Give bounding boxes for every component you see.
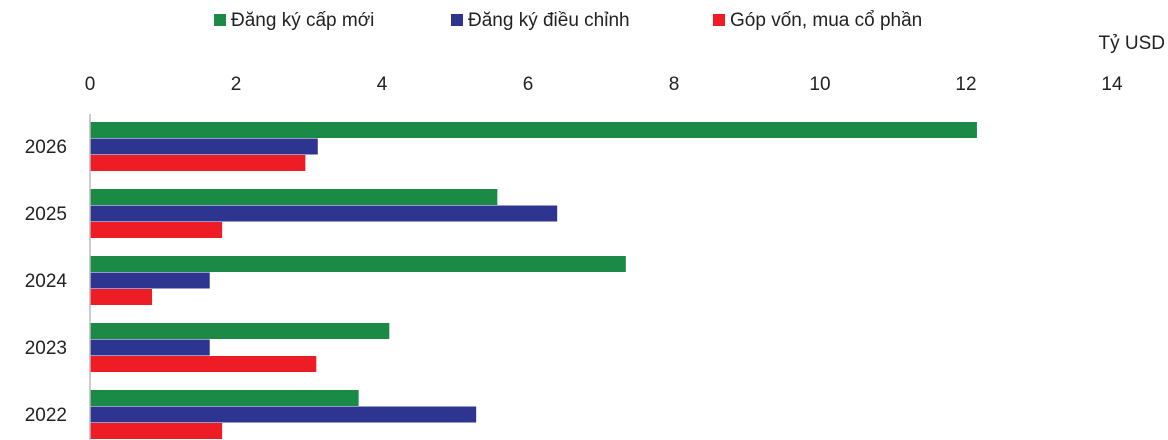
bar	[90, 256, 626, 272]
bar	[90, 272, 210, 289]
y-tick-label: 2023	[25, 338, 67, 359]
axis-unit: Tỷ USD	[1099, 33, 1166, 54]
bar	[90, 289, 153, 305]
bar	[90, 155, 306, 171]
bar	[90, 323, 390, 339]
y-tick-label: 2024	[25, 271, 68, 292]
bar	[90, 205, 558, 222]
legend-swatch	[713, 14, 725, 26]
x-tick-label: 6	[523, 74, 534, 95]
bar	[90, 122, 977, 138]
legend-label: Đăng ký cấp mới	[231, 10, 374, 31]
legend-swatch	[214, 14, 226, 26]
x-tick-label: 14	[1101, 74, 1123, 95]
x-tick-label: 12	[955, 74, 976, 95]
x-tick-label: 10	[809, 74, 830, 95]
bar	[90, 390, 359, 406]
bar	[90, 423, 223, 439]
bar	[90, 222, 223, 238]
legend-swatch	[451, 14, 463, 26]
x-tick-label: 2	[231, 74, 242, 95]
bar	[90, 138, 318, 155]
bar	[90, 339, 210, 356]
legend-label: Góp vốn, mua cổ phần	[730, 10, 922, 31]
y-tick-label: 2025	[25, 204, 67, 225]
y-tick-label: 2026	[25, 137, 67, 158]
x-tick-label: 4	[377, 74, 388, 95]
y-tick-label: 2022	[25, 405, 67, 426]
x-tick-label: 8	[669, 74, 680, 95]
bar	[90, 189, 498, 205]
bar	[90, 406, 477, 423]
x-tick-label: 0	[85, 74, 96, 95]
legend-label: Đăng ký điều chỉnh	[468, 10, 630, 31]
bar	[90, 356, 317, 372]
